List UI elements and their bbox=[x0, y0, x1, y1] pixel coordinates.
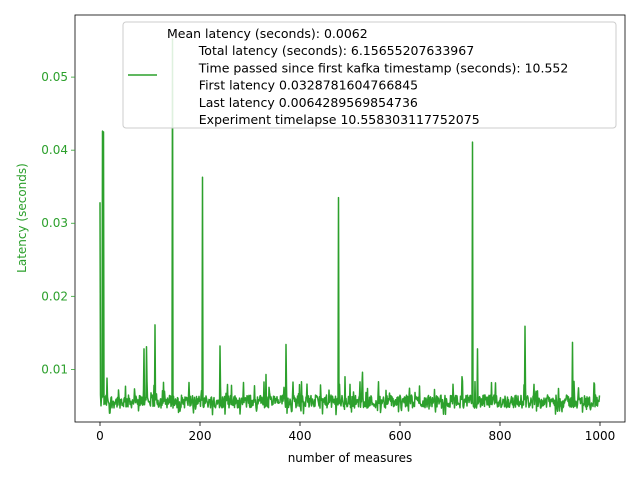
x-tick-label: 0 bbox=[96, 429, 104, 443]
axes-frame bbox=[74, 14, 626, 423]
legend-line: Experiment timelapse 10.558303117752075 bbox=[167, 112, 480, 127]
series-layer bbox=[99, 38, 601, 416]
y-tick-label: 0.02 bbox=[41, 289, 68, 303]
x-tick-label: 600 bbox=[389, 429, 412, 443]
legend-line: Time passed since first kafka timestamp … bbox=[167, 60, 568, 75]
legend-line: Mean latency (seconds): 0.0062 bbox=[167, 26, 368, 41]
x-axis-label: number of measures bbox=[288, 451, 413, 465]
series-line bbox=[99, 38, 601, 416]
legend-box bbox=[122, 21, 617, 129]
x-tick-label: 1000 bbox=[585, 429, 616, 443]
legend: Mean latency (seconds): 0.0062 Total lat… bbox=[122, 21, 617, 129]
legend-line: First latency 0.0328781604766845 bbox=[167, 78, 418, 93]
y-tick-label: 0.04 bbox=[41, 143, 68, 157]
x-tick-label: 200 bbox=[189, 429, 212, 443]
legend-label: Mean latency (seconds): 0.0062 Total lat… bbox=[167, 26, 568, 127]
x-tick-label: 800 bbox=[489, 429, 512, 443]
x-tick-label: 400 bbox=[289, 429, 312, 443]
y-tick-label: 0.03 bbox=[41, 216, 68, 230]
y-axis-label: Latency (seconds) bbox=[15, 163, 29, 273]
legend-line: Total latency (seconds): 6.1565520763396… bbox=[167, 43, 474, 58]
y-tick-label: 0.01 bbox=[41, 362, 68, 376]
legend-line: Last latency 0.0064289569854736 bbox=[167, 95, 418, 110]
axes-layer: 0 200 400 600 800 1000 0.01 0.02 0.03 0.04 0.05 bbox=[41, 14, 626, 443]
y-tick-label: 0.05 bbox=[41, 70, 68, 84]
